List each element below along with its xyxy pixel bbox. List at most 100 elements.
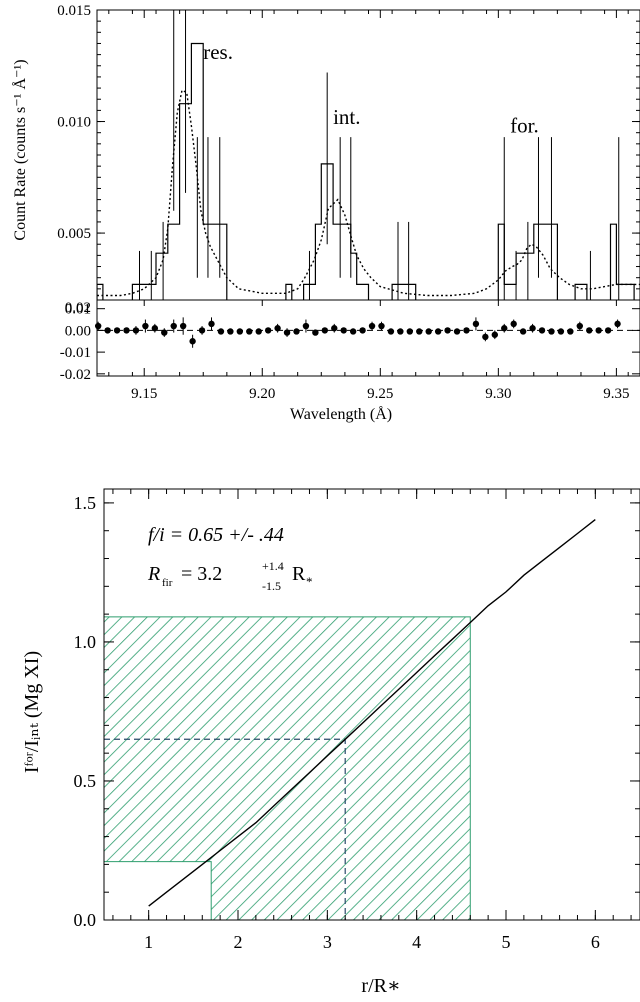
svg-text:-1.5: -1.5 [262, 579, 281, 593]
residual-point [312, 329, 319, 336]
x-tick-label: 9.20 [249, 386, 275, 402]
residual-point [283, 329, 291, 336]
residual-point [132, 327, 140, 334]
ratio-y-axis-label: Iᶠᵒʳ/Iᵢₙₜ (Mg XI) [21, 651, 43, 773]
svg-text:*: * [306, 574, 313, 589]
residual-point [142, 322, 149, 330]
residual-point [567, 328, 574, 335]
residual-point [255, 328, 262, 335]
residual-point [274, 325, 281, 332]
residual-point [198, 327, 206, 334]
residual-frame [96, 299, 640, 377]
x-tick-label: 3 [323, 932, 332, 952]
residual-point [170, 322, 177, 330]
y-tick-label: 0.015 [57, 3, 91, 19]
model-curve [97, 89, 640, 297]
ratio-x-ticks: 1 2 3 4 5 6 [112, 489, 632, 952]
data-histogram [97, 42, 635, 300]
residual-point [246, 328, 253, 335]
y-tick-label: 0.0 [74, 910, 97, 930]
residual-point [595, 327, 602, 334]
ratio-x-axis-label: r/R∗ [361, 975, 400, 997]
ratio-curve [148, 519, 596, 907]
residual-point [378, 322, 385, 330]
residual-point [586, 327, 593, 334]
residual-point [227, 328, 234, 335]
y-tick-label: 0.00 [65, 323, 91, 339]
residual-point [189, 338, 196, 345]
y-tick-label: 0.005 [57, 226, 91, 242]
confidence-region [104, 616, 471, 920]
line-label: int. [333, 105, 360, 129]
residual-point [264, 327, 272, 334]
residual-point [510, 320, 517, 328]
residual-point [557, 328, 565, 335]
svg-text:= 3.2: = 3.2 [181, 563, 222, 585]
ratio-y-ticks: 0.0 0.5 1.0 1.5 [74, 493, 640, 930]
residual-x-axis-label: Wavelength (Å) [290, 405, 392, 423]
y-tick-label: -0.02 [60, 367, 91, 383]
residual-point [94, 322, 102, 330]
residual-points [94, 317, 621, 348]
spectrum-y-ticks: 0.005 0.010 0.015 [57, 3, 640, 290]
residual-point [529, 325, 536, 332]
residual-point [387, 328, 395, 335]
x-tick-label: 9.35 [603, 386, 629, 402]
y-tick-label: -0.01 [60, 345, 91, 361]
residual-point [538, 327, 546, 334]
residual-point [425, 328, 432, 335]
x-tick-label: 5 [502, 932, 511, 952]
x-tick-label: 1 [144, 932, 153, 952]
residual-point [368, 322, 376, 330]
residual-point [416, 328, 423, 335]
residual-point [217, 328, 225, 335]
residual-point [453, 328, 461, 335]
y-tick-label: 1.0 [74, 632, 97, 652]
residual-point [434, 328, 442, 335]
residual-point [151, 325, 159, 332]
residual-point [236, 328, 244, 335]
residual-point [604, 327, 612, 334]
x-tick-label: 9.25 [367, 386, 393, 402]
residual-point [293, 328, 300, 335]
residual-point [302, 322, 310, 330]
fi-annotation: f/i = 0.65 +/- .44 [148, 524, 284, 546]
line-label: res. [203, 40, 233, 64]
residual-point [482, 333, 489, 341]
residual-point [113, 327, 121, 334]
residual-point [104, 327, 111, 334]
x-tick-label: 2 [234, 932, 243, 952]
residual-point [359, 327, 366, 334]
residual-point [321, 327, 329, 334]
x-tick-label: 4 [412, 932, 421, 952]
x-tick-label: 6 [591, 932, 600, 952]
y-tick-label: 0.01 [65, 302, 91, 318]
residual-point [340, 327, 347, 334]
residual-point [179, 322, 187, 330]
spectrum-y-axis-label: Count Rate (counts s⁻¹ Å⁻¹) [11, 59, 29, 240]
residual-point [519, 328, 527, 335]
spectrum-frame [96, 9, 640, 301]
residual-panel: 0.02 0.01 0.00 -0.01 -0.02 9.15 9.20 9.25 9.30… [60, 10, 640, 423]
residual-point [491, 331, 499, 338]
line-label: for. [510, 114, 539, 138]
residual-point [349, 328, 357, 335]
residual-point [576, 322, 583, 330]
residual-point [548, 328, 555, 335]
residual-point [444, 327, 451, 334]
residual-point [501, 325, 508, 332]
x-tick-label: 9.30 [485, 386, 511, 402]
x-tick-label: 9.15 [131, 386, 157, 402]
svg-text:R: R [147, 563, 160, 585]
residual-point [397, 328, 404, 335]
ratio-panel: 0.0 0.5 1.0 1.5 1 2 3 4 5 6 f/i = 0.65 +/- .44 R… [21, 488, 640, 997]
rfir-annotation: R fir = 3.2 +1.4 -1.5 R * [147, 559, 313, 593]
residual-point [406, 328, 414, 335]
y-tick-label: 0.010 [57, 115, 91, 131]
residual-x-ticks: 9.15 9.20 9.25 9.30 9.35 [108, 10, 630, 402]
spectrum-panel: 0.005 0.010 0.015 res. int. for. Count Rate … [11, 3, 640, 301]
residual-top-label: 0.02 [65, 300, 91, 316]
residual-point [331, 325, 338, 332]
svg-text:fir: fir [162, 577, 173, 589]
